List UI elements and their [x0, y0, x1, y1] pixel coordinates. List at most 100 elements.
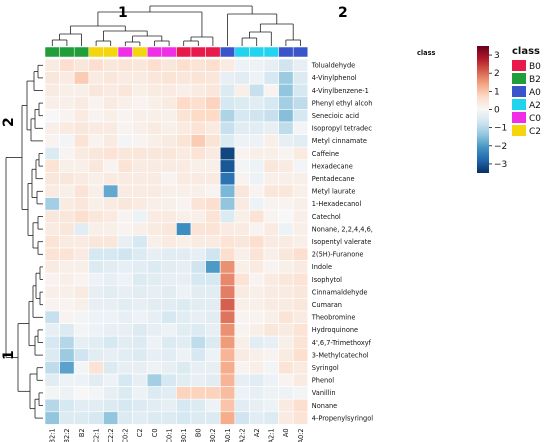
- heatmap-cell: [278, 310, 294, 324]
- heatmap-cell: [219, 96, 236, 110]
- heatmap-cell: [161, 247, 177, 261]
- heatmap-cell: [249, 348, 265, 362]
- heatmap-cell: [292, 260, 309, 274]
- heatmap-cell: [219, 222, 236, 236]
- heatmap-cell: [73, 247, 90, 261]
- heatmap-cell: [234, 398, 250, 413]
- heatmap-cell: [59, 109, 75, 123]
- heatmap-cell: [132, 323, 148, 337]
- heatmap-cell: [132, 386, 148, 400]
- heatmap-cell: [176, 209, 192, 224]
- heatmap-cell: [219, 373, 236, 387]
- heatmap-cell: [278, 172, 294, 186]
- heatmap-cell: [146, 83, 163, 98]
- row-label: Tolualdehyde: [311, 62, 355, 70]
- heatmap-cell: [88, 335, 104, 350]
- heatmap-cell: [263, 247, 279, 261]
- heatmap-cell: [219, 272, 236, 287]
- heatmap-cell: [132, 398, 148, 413]
- heatmap-cell: [88, 323, 104, 337]
- heatmap-cell: [190, 121, 206, 135]
- class-legend-swatch: [512, 112, 526, 123]
- heatmap-cell: [44, 121, 60, 135]
- heatmap-cell: [190, 58, 206, 72]
- row-label: Theobromine: [311, 314, 356, 322]
- heatmap-cell: [88, 260, 104, 274]
- heatmap-cell: [234, 335, 250, 350]
- heatmap-cell: [132, 71, 148, 85]
- heatmap-cell: [278, 260, 294, 274]
- heatmap-cell: [249, 272, 265, 287]
- heatmap-cell: [44, 298, 60, 312]
- heatmap-cell: [176, 109, 192, 123]
- heatmap-cell: [73, 172, 90, 186]
- heatmap-cell: [103, 373, 119, 387]
- heatmap-cell: [219, 310, 236, 324]
- heatmap-cell: [234, 247, 250, 261]
- heatmap-cell: [44, 260, 60, 274]
- heatmap-cell: [278, 96, 294, 110]
- row-label: 3-Methylcatechol: [312, 351, 369, 359]
- heatmap-cell: [73, 121, 90, 135]
- heatmap-cell: [292, 159, 309, 173]
- heatmap-cell: [59, 323, 75, 337]
- heatmap-cell: [88, 172, 104, 186]
- heatmap-cell: [176, 361, 192, 375]
- class-legend-label: C0: [529, 114, 541, 124]
- heatmap-cell: [292, 209, 309, 224]
- heatmap-cell: [176, 96, 192, 110]
- heatmap-cell: [278, 159, 294, 173]
- row-label: Caffeine: [312, 150, 339, 158]
- heatmap-cell: [263, 209, 279, 224]
- class-annotation-bar: [44, 46, 309, 58]
- row-label: Hydroquinone: [312, 326, 358, 334]
- heatmap-cell: [73, 361, 90, 375]
- heatmap-cell: [249, 96, 265, 110]
- heatmap-cell: [205, 285, 221, 299]
- heatmap-cell: [44, 184, 60, 198]
- heatmap-cell: [205, 310, 221, 324]
- heatmap-cell: [292, 146, 309, 161]
- heatmap-cell: [117, 285, 133, 299]
- heatmap-cell: [190, 159, 206, 173]
- heatmap-cell: [205, 298, 221, 312]
- heatmap-cell: [292, 310, 309, 324]
- class-annotation-cell: [219, 46, 236, 58]
- heatmap-cell: [117, 310, 133, 324]
- heatmap-cell: [176, 222, 192, 236]
- heatmap-cell: [190, 71, 206, 85]
- heatmap-cell: [234, 235, 250, 249]
- heatmap-cell: [249, 134, 265, 148]
- heatmap-cell: [234, 109, 250, 123]
- row-label: Nonane: [312, 402, 337, 410]
- heatmap-cell: [292, 197, 309, 211]
- heatmap-cell: [205, 386, 221, 400]
- heatmap-cell: [190, 197, 206, 211]
- heatmap-cell: [161, 209, 177, 224]
- heatmap-cell: [176, 235, 192, 249]
- class-legend-swatch: [512, 73, 526, 84]
- column-cluster-1-label: 1: [118, 5, 128, 21]
- heatmap-cell: [234, 58, 250, 72]
- row-label: Cumaran: [312, 301, 342, 309]
- heatmap-cell: [205, 348, 221, 362]
- heatmap-cell: [59, 285, 75, 299]
- heatmap-cell: [103, 121, 119, 135]
- heatmap-cell: [278, 235, 294, 249]
- heatmap-cell: [292, 184, 309, 198]
- heatmap-cell: [132, 235, 148, 249]
- heatmap-cell: [146, 247, 163, 261]
- heatmap-cell: [278, 247, 294, 261]
- heatmap-cell: [146, 298, 163, 312]
- heatmap-cell: [132, 373, 148, 387]
- heatmap-cell: [234, 361, 250, 375]
- heatmap-cell: [249, 235, 265, 249]
- heatmap-cell: [59, 146, 75, 161]
- heatmap-cell: [176, 298, 192, 312]
- heatmap-cell: [161, 323, 177, 337]
- row-label: Hexadecane: [312, 162, 353, 170]
- heatmap-cell: [234, 121, 250, 135]
- heatmap-cell: [205, 260, 221, 274]
- heatmap-cell: [103, 109, 119, 123]
- heatmap-cell: [219, 209, 236, 224]
